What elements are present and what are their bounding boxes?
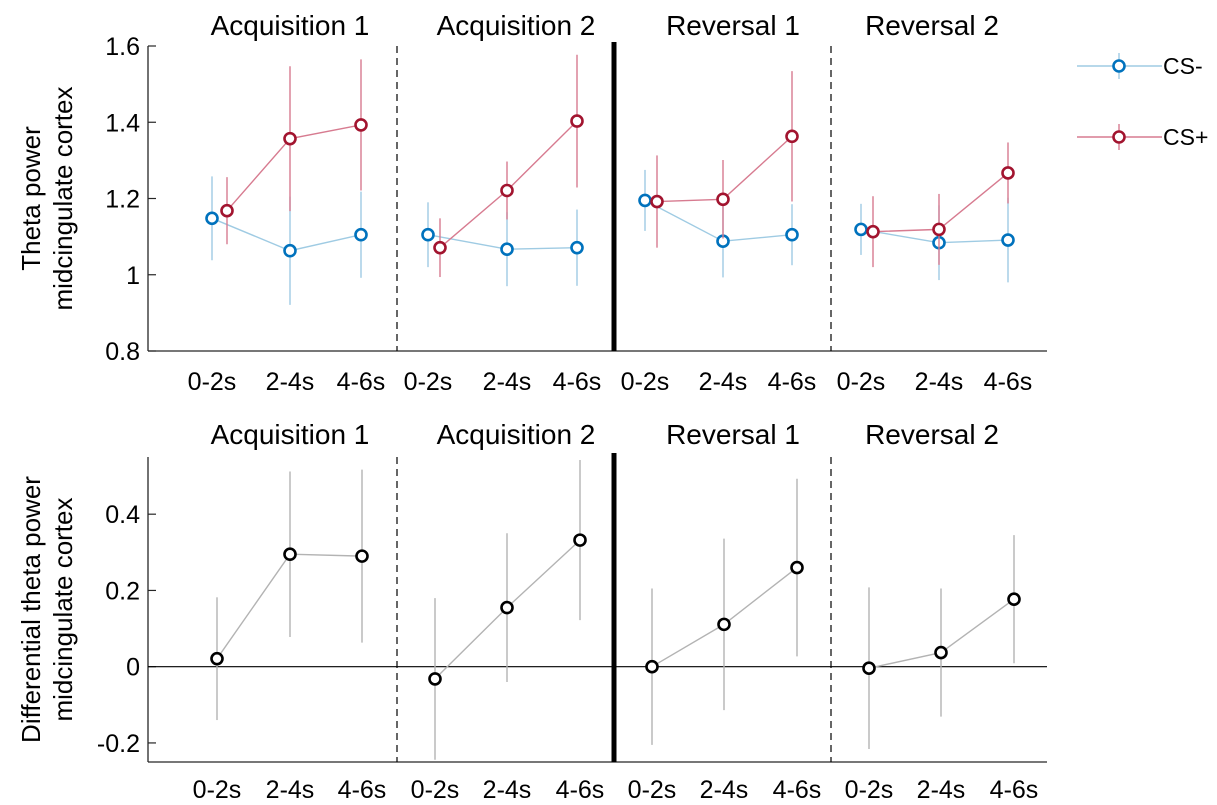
x-tick-label: 2-4s xyxy=(266,368,315,396)
data-point-marker xyxy=(354,227,368,242)
y-tick-label: 0 xyxy=(126,654,140,682)
x-tick-label: 0-2s xyxy=(628,776,677,804)
data-point-marker xyxy=(934,645,948,660)
series-line xyxy=(644,199,793,242)
x-tick-label: 4-6s xyxy=(768,368,817,396)
phase-title: Acquisition 1 xyxy=(211,10,370,41)
data-point-marker xyxy=(1007,592,1021,607)
y-axis-label-line2: midcingulate cortex xyxy=(48,87,78,311)
x-tick-label: 2-4s xyxy=(266,776,315,804)
phase-title: Reversal 1 xyxy=(666,419,800,450)
data-point-marker xyxy=(785,227,799,242)
phase-title: Reversal 2 xyxy=(865,419,999,450)
data-point-marker xyxy=(220,203,234,218)
data-point-marker xyxy=(573,533,587,547)
y-tick-label: 0.4 xyxy=(105,501,140,529)
data-point-marker xyxy=(500,183,514,198)
data-point-marker xyxy=(210,651,224,666)
data-point-marker xyxy=(421,227,435,242)
data-point-marker xyxy=(854,222,868,237)
y-axis-label-line2: midcingulate cortex xyxy=(48,498,78,722)
y-tick-label: 0.8 xyxy=(105,338,140,366)
data-point-marker xyxy=(433,240,447,255)
data-point-marker xyxy=(1001,166,1015,180)
phase-title: Acquisition 2 xyxy=(437,419,596,450)
x-tick-label: 0-2s xyxy=(188,368,237,396)
y-axis-label-line1: Differential theta power xyxy=(16,476,46,743)
x-tick-label: 4-6s xyxy=(337,368,386,396)
data-point-marker xyxy=(645,659,659,674)
data-point-marker xyxy=(1001,233,1015,247)
y-tick-label: 1.2 xyxy=(105,186,140,214)
data-point-marker xyxy=(785,129,799,144)
data-point-marker xyxy=(283,131,297,146)
x-tick-label: 4-6s xyxy=(556,776,605,804)
y-tick-label: 1 xyxy=(126,262,140,290)
x-tick-label: 4-6s xyxy=(984,368,1033,396)
data-point-marker xyxy=(866,224,880,239)
x-tick-label: 2-4s xyxy=(917,776,966,804)
y-axis-label-line1: Theta power xyxy=(16,126,46,271)
data-point-marker xyxy=(862,661,876,676)
data-point-marker xyxy=(428,672,442,686)
x-tick-label: 0-2s xyxy=(845,776,894,804)
data-point-marker xyxy=(283,547,297,562)
phase-title: Reversal 1 xyxy=(666,10,800,41)
x-tick-label: 0-2s xyxy=(837,368,886,396)
y-tick-label: 1.4 xyxy=(105,109,140,137)
x-tick-label: 0-2s xyxy=(404,368,453,396)
x-tick-label: 2-4s xyxy=(483,368,532,396)
data-point-marker xyxy=(355,549,369,563)
legend-label: CS+ xyxy=(1163,124,1208,150)
legend-marker xyxy=(1112,59,1126,73)
data-point-marker xyxy=(500,600,514,615)
phase-title: Acquisition 2 xyxy=(437,10,596,41)
legend: CS- CS+ xyxy=(1077,53,1208,150)
x-tick-label: 0-2s xyxy=(411,776,460,804)
y-tick-label: 1.6 xyxy=(105,33,140,61)
data-point-marker xyxy=(717,617,731,632)
data-point-marker xyxy=(638,193,652,208)
x-tick-label: 2-4s xyxy=(699,368,748,396)
data-point-marker xyxy=(716,192,730,207)
top-panel: 0.8 1 1.2 1.4 1.6 Theta power midcingulate cor… xyxy=(16,10,1047,396)
x-tick-label: 2-4s xyxy=(700,776,749,804)
data-point-marker xyxy=(932,222,946,237)
data-point-marker xyxy=(650,194,664,209)
y-tick-label: 0.2 xyxy=(105,577,140,605)
series-line xyxy=(656,135,793,203)
x-tick-label: 2-4s xyxy=(915,368,964,396)
data-point-marker xyxy=(283,243,297,258)
phase-title: Reversal 2 xyxy=(865,10,999,41)
y-tick-label: -0.2 xyxy=(97,730,140,758)
data-point-marker xyxy=(354,118,368,132)
data-point-marker xyxy=(500,242,514,257)
data-point-marker xyxy=(570,114,584,128)
data-point-marker xyxy=(205,211,219,226)
bottom-panel: -0.2 0 0.2 0.4 Differential theta power midci… xyxy=(16,419,1047,804)
legend-marker xyxy=(1112,130,1126,144)
x-tick-label: 0-2s xyxy=(193,776,242,804)
x-tick-label: 4-6s xyxy=(990,776,1039,804)
phase-title: Acquisition 1 xyxy=(211,419,370,450)
x-tick-label: 0-2s xyxy=(621,368,670,396)
legend-label: CS- xyxy=(1163,53,1203,79)
data-point-marker xyxy=(570,240,584,255)
data-point-marker xyxy=(790,560,804,575)
x-tick-label: 4-6s xyxy=(773,776,822,804)
x-tick-label: 4-6s xyxy=(553,368,602,396)
x-tick-label: 2-4s xyxy=(483,776,532,804)
x-tick-label: 4-6s xyxy=(338,776,387,804)
